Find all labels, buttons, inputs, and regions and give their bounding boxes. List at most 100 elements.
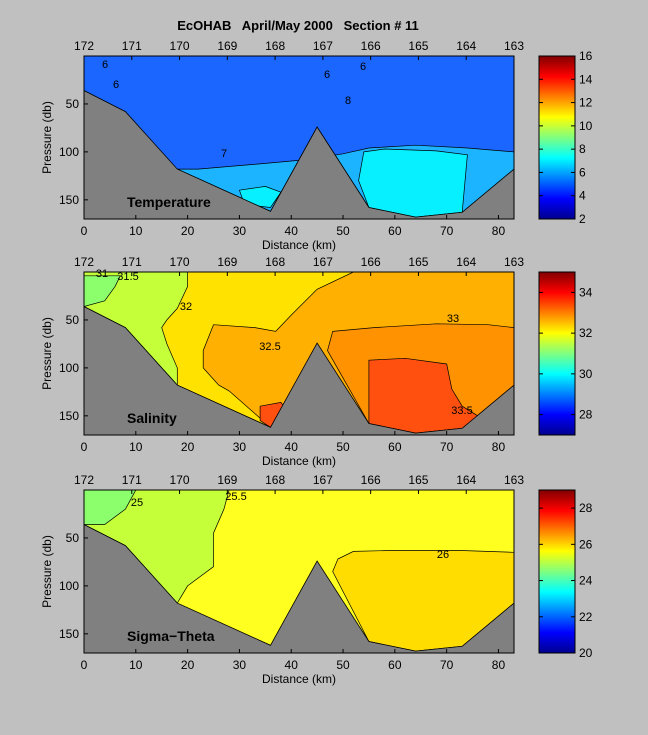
- field-region: [84, 275, 121, 307]
- x-tick-label: 80: [492, 224, 506, 238]
- x-tick-label: 70: [440, 440, 454, 454]
- colorbar: [538, 489, 576, 654]
- x-tick-label: 80: [492, 658, 506, 672]
- x-tick-label: 20: [181, 224, 195, 238]
- field-layer: [84, 272, 514, 435]
- y-tick-label: 100: [59, 361, 79, 375]
- contour-label: 32: [180, 301, 192, 313]
- contour-label: 32.5: [259, 341, 280, 353]
- x-axis-label: Distance (km): [262, 454, 336, 468]
- x-tick-label: 10: [129, 224, 143, 238]
- contour-label: 7: [221, 148, 227, 160]
- x-tick-label: 20: [181, 440, 195, 454]
- field-layer: [84, 490, 514, 653]
- station-tick-label: 166: [361, 39, 381, 53]
- station-tick-label: 165: [408, 39, 428, 53]
- seafloor: [84, 90, 514, 219]
- station-tick-label: 167: [313, 255, 333, 269]
- colorbar-tick-label: 34: [579, 285, 593, 299]
- station-tick-label: 169: [217, 255, 237, 269]
- station-tick-label: 164: [456, 473, 476, 487]
- colorbar-tick-label: 2: [579, 212, 586, 226]
- x-tick-label: 50: [336, 658, 350, 672]
- colorbar-tick-label: 12: [579, 96, 593, 110]
- panel-3: 0 10 20 30 40 50 60 70 80 172 171 170 169 168 167 166 16…: [40, 473, 593, 686]
- station-tick-label: 171: [122, 39, 142, 53]
- field-layer: [84, 56, 514, 219]
- contour-label: 31: [96, 268, 108, 280]
- station-tick-label: 166: [361, 473, 381, 487]
- x-tick-label: 30: [233, 658, 247, 672]
- station-tick-label: 169: [217, 39, 237, 53]
- y-tick-label: 50: [66, 531, 80, 545]
- station-tick-label: 168: [265, 255, 285, 269]
- plot-frame: [83, 55, 515, 220]
- station-tick-label: 167: [313, 473, 333, 487]
- y-tick-label: 100: [59, 579, 79, 593]
- colorbar-tick-label: 20: [579, 646, 593, 660]
- colorbar: [538, 271, 576, 436]
- x-tick-label: 40: [285, 440, 299, 454]
- y-axis-label: Pressure (db): [40, 317, 54, 390]
- contour-label: 33.5: [451, 405, 472, 417]
- station-tick-label: 171: [122, 255, 142, 269]
- x-tick-label: 70: [440, 224, 454, 238]
- figure-title: EcOHAB April/May 2000 Section # 11: [177, 18, 419, 33]
- contour-label: 26: [437, 549, 449, 561]
- station-tick-label: 164: [456, 255, 476, 269]
- x-tick-label: 10: [129, 658, 143, 672]
- y-tick-label: 50: [66, 97, 80, 111]
- station-tick-label: 170: [170, 255, 190, 269]
- x-axis-label: Distance (km): [262, 672, 336, 686]
- plot-frame: [83, 271, 515, 436]
- x-tick-label: 60: [388, 658, 402, 672]
- x-tick-label: 50: [336, 224, 350, 238]
- field-region: [332, 550, 514, 652]
- panel-label: Salinity: [127, 410, 177, 426]
- station-tick-label: 170: [170, 39, 190, 53]
- seafloor: [84, 524, 514, 653]
- colorbar-tick-label: 4: [579, 189, 586, 203]
- plot-frame: [83, 489, 515, 654]
- contour-label: 6: [113, 79, 119, 91]
- x-tick-label: 60: [388, 440, 402, 454]
- station-tick-label: 170: [170, 473, 190, 487]
- y-axis-label: Pressure (db): [40, 535, 54, 608]
- colorbar-tick-label: 8: [579, 142, 586, 156]
- station-tick-label: 164: [456, 39, 476, 53]
- field-region: [358, 148, 468, 218]
- colorbar-tick-label: 32: [579, 326, 593, 340]
- station-tick-label: 163: [504, 473, 524, 487]
- contour-label: 25: [131, 497, 143, 509]
- station-tick-label: 172: [74, 39, 94, 53]
- x-tick-label: 20: [181, 658, 195, 672]
- y-tick-label: 150: [59, 627, 79, 641]
- seafloor: [84, 306, 514, 435]
- panel-label: Sigma−Theta: [127, 628, 215, 644]
- colorbar-tick-label: 24: [579, 574, 593, 588]
- x-tick-label: 30: [233, 440, 247, 454]
- station-tick-label: 167: [313, 39, 333, 53]
- colorbar-tick-label: 14: [579, 72, 593, 86]
- y-axis-label: Pressure (db): [40, 101, 54, 174]
- x-tick-label: 30: [233, 224, 247, 238]
- panel-2: 0 10 20 30 40 50 60 70 80 172 171 170 169 168 167 166 16…: [40, 255, 593, 468]
- y-tick-label: 150: [59, 193, 79, 207]
- x-tick-label: 60: [388, 224, 402, 238]
- colorbar-tick-label: 10: [579, 119, 593, 133]
- contour-label: 6: [360, 61, 366, 73]
- colorbar-tick-label: 16: [579, 49, 593, 63]
- x-tick-label: 10: [129, 440, 143, 454]
- station-tick-label: 169: [217, 473, 237, 487]
- station-tick-label: 163: [504, 39, 524, 53]
- panel-label: Temperature: [127, 194, 211, 210]
- colorbar-tick-label: 28: [579, 501, 593, 515]
- x-tick-label: 50: [336, 440, 350, 454]
- contour-label: 6: [324, 69, 330, 81]
- colorbar: [538, 55, 576, 220]
- station-tick-label: 165: [408, 255, 428, 269]
- contour-label: 31.5: [117, 271, 138, 283]
- x-tick-label: 40: [285, 658, 299, 672]
